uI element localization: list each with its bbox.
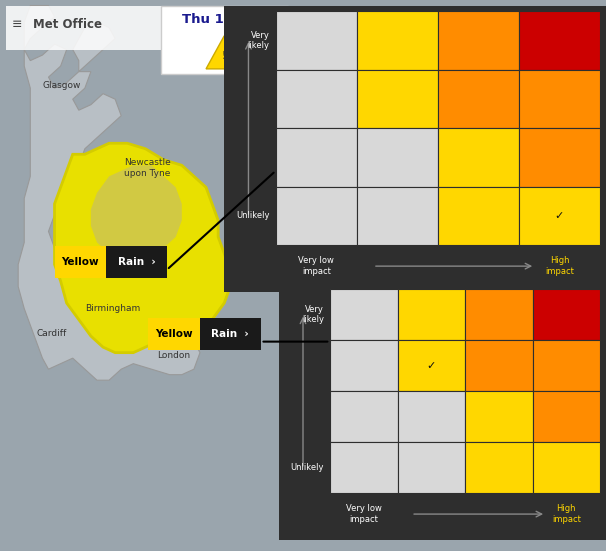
Text: ✓: ✓: [554, 211, 564, 221]
Bar: [438, 69, 519, 128]
Text: Rain  ›: Rain ›: [211, 329, 249, 339]
Text: High
impact: High impact: [552, 504, 581, 523]
Bar: [330, 289, 398, 341]
FancyBboxPatch shape: [161, 6, 288, 74]
Bar: [465, 341, 533, 391]
Text: High
impact: High impact: [545, 256, 574, 276]
Bar: [330, 442, 398, 493]
Text: Unlikely: Unlikely: [236, 212, 270, 220]
Bar: [200, 318, 261, 350]
Text: Glasgow: Glasgow: [42, 81, 81, 90]
Bar: [438, 187, 519, 245]
Text: Very
likely: Very likely: [248, 31, 270, 50]
Text: Very low
impact: Very low impact: [346, 504, 382, 523]
Text: Rain  ›: Rain ›: [118, 257, 155, 267]
Text: Newcastle
upon Tyne: Newcastle upon Tyne: [124, 158, 171, 178]
Bar: [398, 289, 465, 341]
Bar: [519, 11, 600, 69]
Bar: [106, 246, 167, 278]
Bar: [519, 69, 600, 128]
Polygon shape: [73, 22, 115, 72]
Text: Met Office: Met Office: [33, 18, 102, 31]
Bar: [398, 442, 465, 493]
Bar: [276, 128, 357, 187]
Bar: [55, 246, 106, 278]
Bar: [398, 391, 465, 442]
Bar: [148, 318, 200, 350]
Bar: [519, 187, 600, 245]
Text: ≡: ≡: [12, 18, 22, 31]
Bar: [276, 187, 357, 245]
Bar: [279, 284, 606, 540]
Bar: [330, 391, 398, 442]
Bar: [519, 128, 600, 187]
Bar: [533, 289, 600, 341]
Text: Thu 14 Nov: Thu 14 Nov: [182, 13, 267, 26]
Bar: [224, 6, 606, 292]
Text: !: !: [222, 51, 227, 61]
Text: London: London: [158, 351, 191, 360]
Bar: [533, 391, 600, 442]
Polygon shape: [91, 165, 182, 259]
Text: Very
likely: Very likely: [302, 305, 324, 325]
Bar: [276, 11, 357, 69]
Bar: [357, 11, 438, 69]
Bar: [533, 442, 600, 493]
Bar: [465, 289, 533, 341]
Bar: [398, 341, 465, 391]
Bar: [330, 341, 398, 391]
Bar: [438, 11, 519, 69]
Polygon shape: [18, 6, 212, 380]
Bar: [438, 128, 519, 187]
Text: Yellow: Yellow: [61, 257, 99, 267]
Bar: [357, 128, 438, 187]
Text: Very low
impact: Very low impact: [298, 256, 334, 276]
Bar: [465, 442, 533, 493]
Polygon shape: [206, 36, 242, 69]
Text: Cardiff: Cardiff: [36, 329, 67, 338]
Bar: [276, 69, 357, 128]
Polygon shape: [55, 143, 230, 353]
Text: ✓: ✓: [427, 361, 436, 371]
Bar: [533, 341, 600, 391]
Bar: [357, 187, 438, 245]
Text: Yellow: Yellow: [155, 329, 193, 339]
Bar: [465, 391, 533, 442]
Text: Birmingham: Birmingham: [85, 304, 140, 313]
Text: Unlikely: Unlikely: [291, 463, 324, 472]
FancyBboxPatch shape: [6, 6, 176, 50]
Bar: [357, 69, 438, 128]
